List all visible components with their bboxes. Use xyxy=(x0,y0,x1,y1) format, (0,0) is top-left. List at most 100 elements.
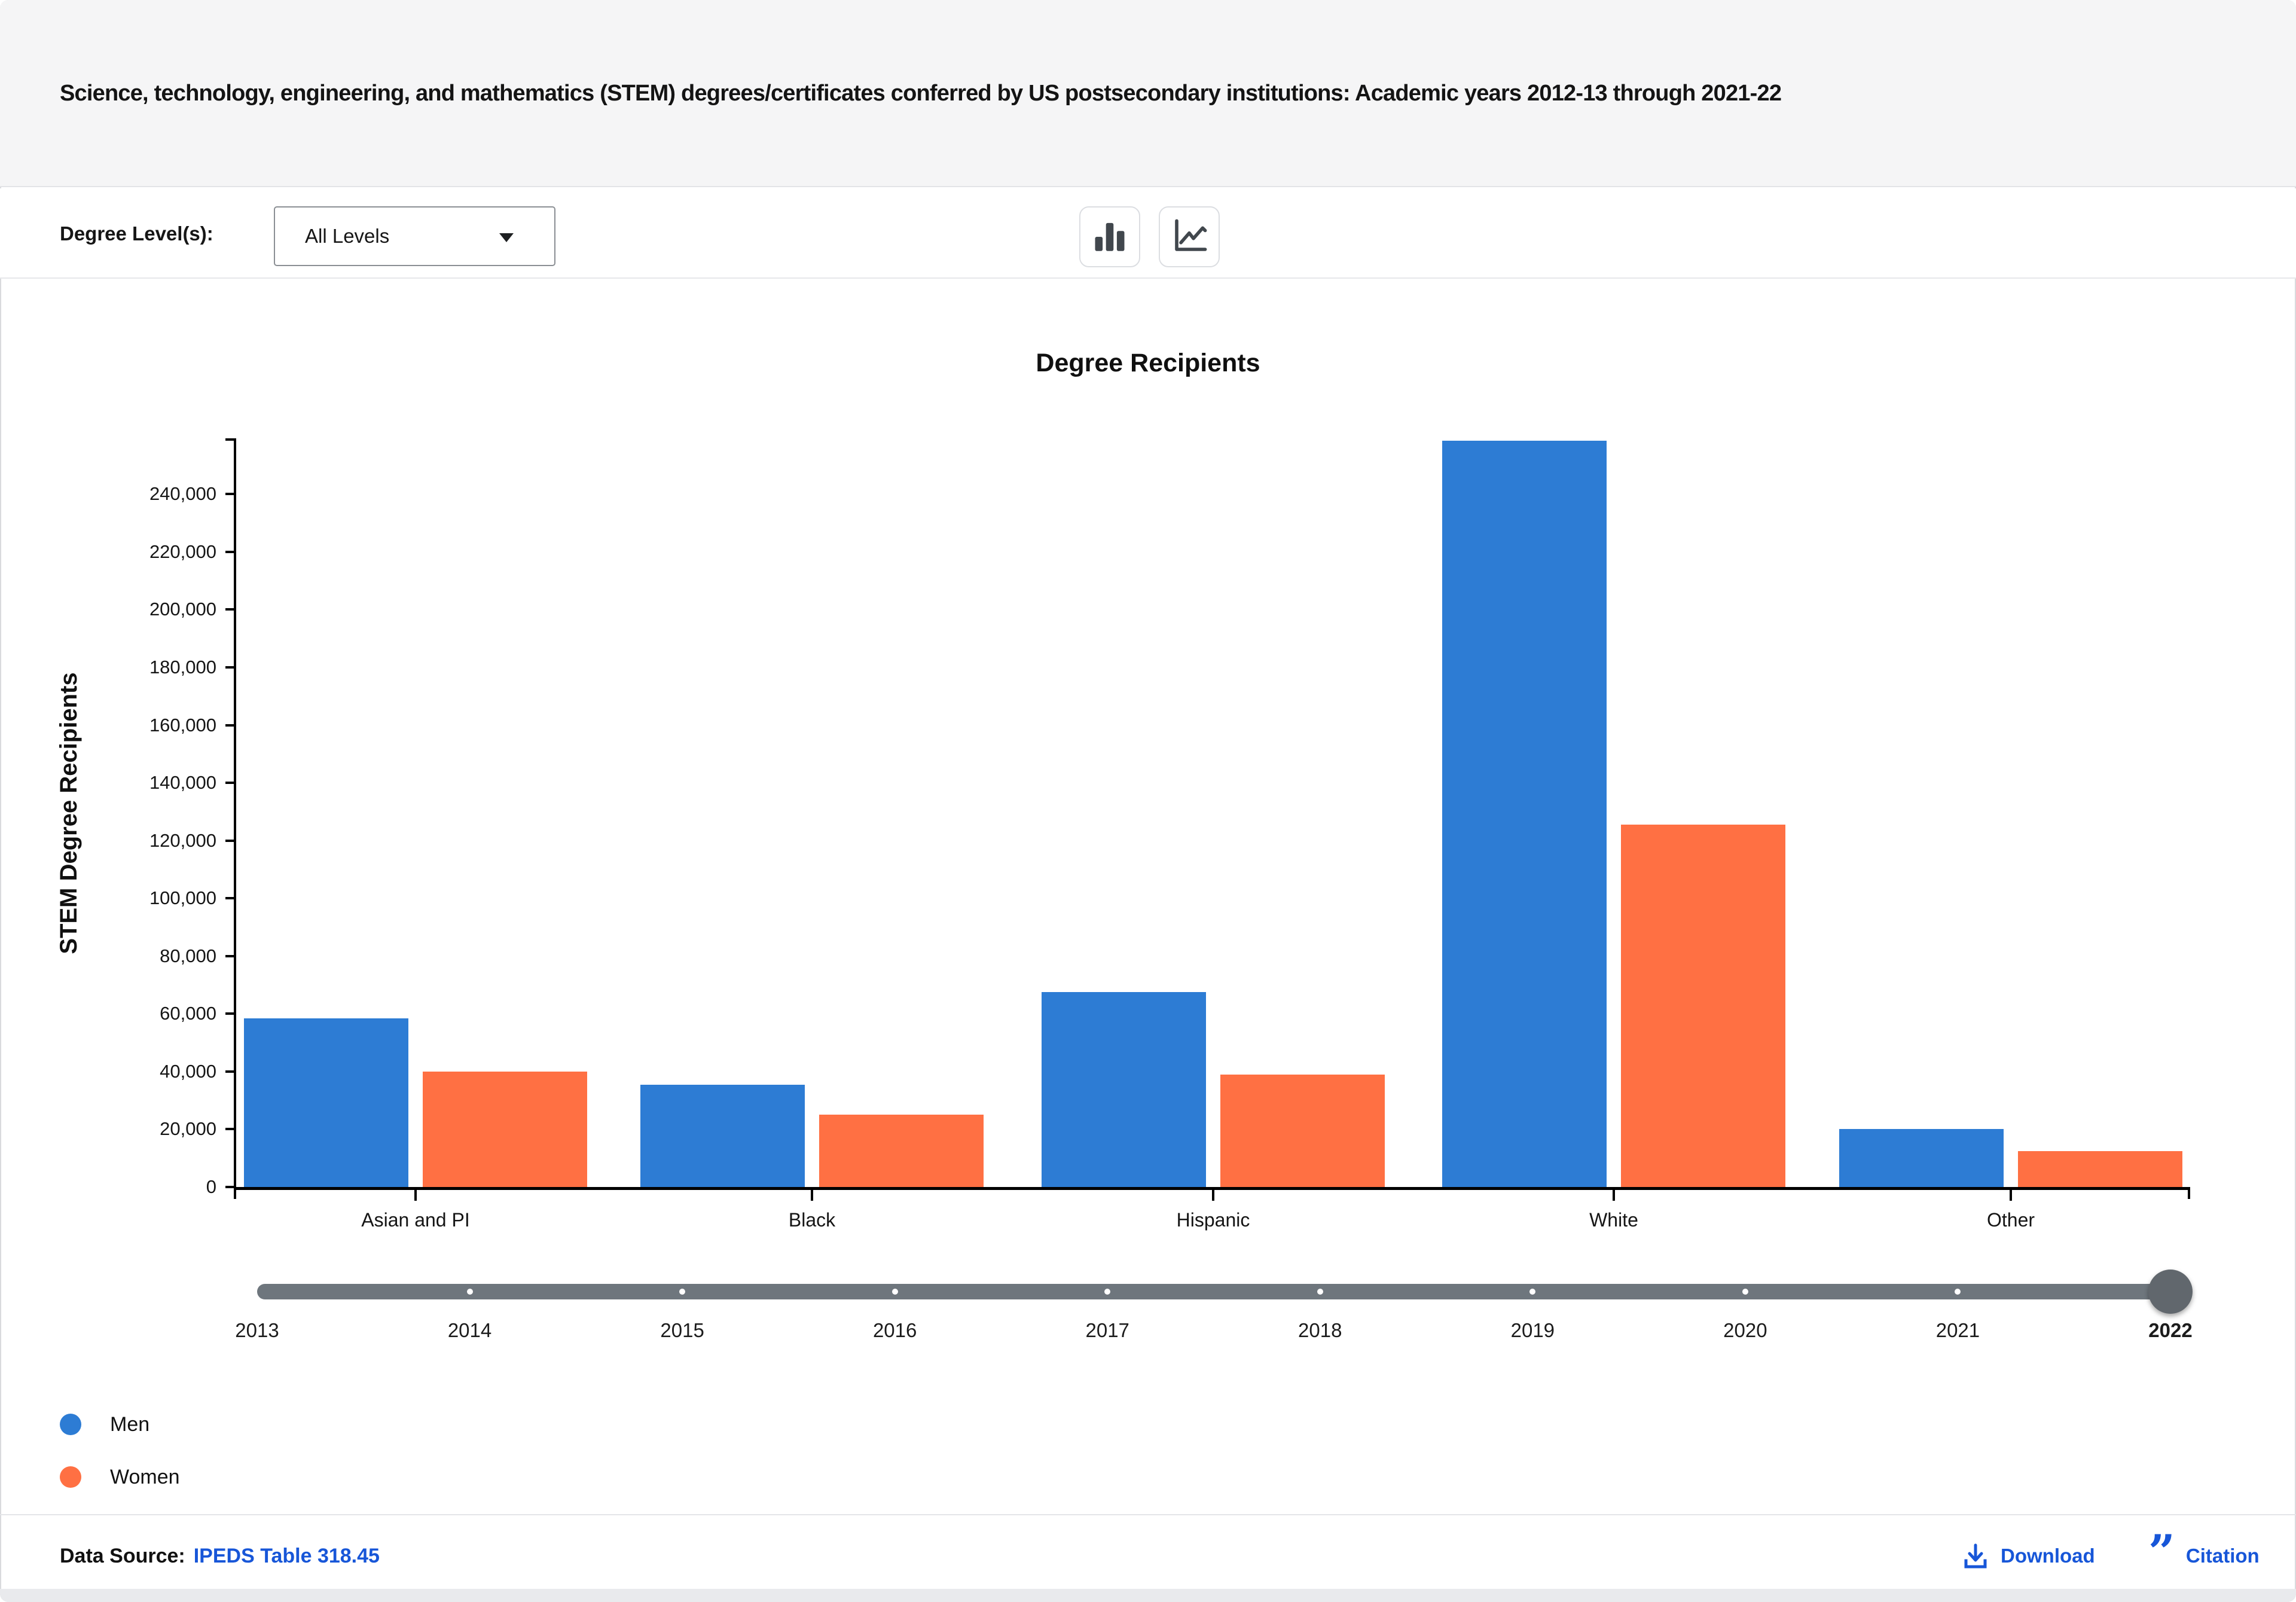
year-label-2021[interactable]: 2021 xyxy=(1935,1319,1980,1341)
page-bottom-edge xyxy=(0,1589,2296,1602)
degree-level-label: Degree Level(s): xyxy=(60,222,213,245)
y-tick-mark xyxy=(225,666,236,669)
y-tick-mark xyxy=(225,839,236,842)
year-label-2018[interactable]: 2018 xyxy=(1298,1319,1342,1341)
y-axis-label: STEM Degree Recipients xyxy=(56,672,82,954)
x-tick-mark xyxy=(414,1190,417,1201)
year-label-2015[interactable]: 2015 xyxy=(660,1319,704,1341)
y-tick-mark xyxy=(225,897,236,900)
y-tick-label: 40,000 xyxy=(160,1060,216,1082)
x-category-label-hispanic: Hispanic xyxy=(1176,1209,1250,1231)
bar-women-hispanic[interactable] xyxy=(1220,1075,1385,1187)
citation-label: Citation xyxy=(2185,1545,2260,1567)
bar-women-other[interactable] xyxy=(2018,1151,2182,1187)
y-tick-label: 100,000 xyxy=(149,887,216,909)
y-tick-mark xyxy=(225,1012,236,1015)
year-label-2020[interactable]: 2020 xyxy=(1723,1319,1767,1341)
download-icon xyxy=(1964,1543,1987,1569)
y-tick-label: 180,000 xyxy=(149,656,216,678)
citation-quote-icon: ” xyxy=(2148,1525,2175,1579)
y-tick-mark xyxy=(225,493,236,496)
slider-stop-2021[interactable] xyxy=(1955,1289,1961,1295)
y-axis-line xyxy=(234,440,236,1199)
slider-stop-2018[interactable] xyxy=(1317,1289,1323,1295)
x-axis-line xyxy=(234,1187,2190,1190)
slider-stop-2020[interactable] xyxy=(1742,1289,1748,1295)
legend-label-men: Men xyxy=(110,1412,150,1436)
slider-stop-2016[interactable] xyxy=(891,1289,898,1295)
data-source-link[interactable]: IPEDS Table 318.45 xyxy=(193,1544,380,1567)
y-tick-mark xyxy=(225,1186,236,1188)
line-chart-icon xyxy=(1175,219,1207,251)
slider-stop-2019[interactable] xyxy=(1529,1289,1536,1295)
y-tick-mark xyxy=(225,1070,236,1073)
y-tick-label: 20,000 xyxy=(160,1118,216,1140)
legend-dot-men xyxy=(60,1414,81,1435)
y-tick-mark xyxy=(225,608,236,611)
year-label-2014[interactable]: 2014 xyxy=(447,1319,492,1341)
data-source-label: Data Source: xyxy=(60,1544,185,1567)
y-tick-label: 160,000 xyxy=(149,714,216,736)
bar-men-black[interactable] xyxy=(640,1085,805,1187)
x-axis-end-tick xyxy=(2188,1187,2190,1199)
y-axis-end-tick xyxy=(225,438,236,441)
x-category-label-other: Other xyxy=(1986,1209,2035,1231)
year-label-2016[interactable]: 2016 xyxy=(872,1319,917,1341)
y-tick-mark xyxy=(225,954,236,957)
page-header: Science, technology, engineering, and ma… xyxy=(0,0,2296,187)
download-label: Download xyxy=(2001,1545,2095,1567)
x-tick-mark xyxy=(811,1190,813,1201)
y-tick-label: 240,000 xyxy=(149,483,216,505)
year-label-2019[interactable]: 2019 xyxy=(1510,1319,1555,1341)
y-tick-mark xyxy=(225,550,236,553)
controls-bar: Degree Level(s): All Levels xyxy=(0,188,2296,279)
chart-title: Degree Recipients xyxy=(1036,349,1260,377)
year-label-2013[interactable]: 2013 xyxy=(235,1319,279,1341)
bar-chart-icon xyxy=(1095,222,1125,251)
slider-stop-2014[interactable] xyxy=(466,1289,473,1295)
download-button[interactable]: Download xyxy=(1961,1537,2095,1575)
citation-button[interactable]: ” Citation xyxy=(2148,1525,2260,1579)
y-tick-mark xyxy=(225,1128,236,1131)
x-tick-mark xyxy=(1613,1190,1615,1201)
legend-item-men: Men xyxy=(60,1411,149,1438)
legend-dot-women xyxy=(60,1466,81,1488)
page-title: Science, technology, engineering, and ma… xyxy=(60,81,1782,106)
bar-women-black[interactable] xyxy=(819,1115,984,1187)
y-tick-mark xyxy=(225,724,236,727)
bar-chart-view-button[interactable] xyxy=(1079,206,1140,267)
slider-stop-2017[interactable] xyxy=(1104,1289,1111,1295)
bar-women-white[interactable] xyxy=(1621,825,1785,1187)
y-tick-label: 80,000 xyxy=(160,945,216,966)
x-tick-mark xyxy=(1212,1190,1214,1201)
legend-label-women: Women xyxy=(110,1465,180,1488)
bar-men-asian-and-pi[interactable] xyxy=(244,1018,408,1187)
y-tick-label: 60,000 xyxy=(160,1003,216,1024)
bar-men-white[interactable] xyxy=(1442,441,1607,1187)
year-label-2022[interactable]: 2022 xyxy=(2148,1319,2193,1341)
year-slider-track[interactable] xyxy=(257,1284,2170,1299)
slider-handle[interactable] xyxy=(2148,1270,2193,1314)
bar-women-asian-and-pi[interactable] xyxy=(423,1072,587,1187)
year-label-2017[interactable]: 2017 xyxy=(1085,1319,1129,1341)
y-tick-mark xyxy=(225,782,236,785)
y-tick-label: 220,000 xyxy=(149,541,216,562)
x-tick-mark xyxy=(2010,1190,2012,1201)
y-tick-label: 0 xyxy=(206,1176,216,1197)
footer-divider xyxy=(0,1514,2296,1515)
slider-stop-2015[interactable] xyxy=(679,1289,686,1295)
bar-men-hispanic[interactable] xyxy=(1042,992,1206,1187)
data-source: Data Source: IPEDS Table 318.45 xyxy=(60,1537,380,1575)
degree-level-selected-value: All Levels xyxy=(305,225,390,247)
y-tick-label: 120,000 xyxy=(149,829,216,851)
x-category-label-white: White xyxy=(1589,1209,1638,1231)
x-category-label-asian-and-pi: Asian and PI xyxy=(361,1209,470,1231)
bar-men-other[interactable] xyxy=(1839,1129,2004,1187)
line-chart-view-button[interactable] xyxy=(1159,206,1220,267)
y-tick-label: 140,000 xyxy=(149,772,216,794)
degree-level-select[interactable]: All Levels xyxy=(274,206,555,266)
x-category-label-black: Black xyxy=(788,1209,836,1231)
legend-item-women: Women xyxy=(60,1464,180,1490)
y-tick-label: 200,000 xyxy=(149,599,216,620)
